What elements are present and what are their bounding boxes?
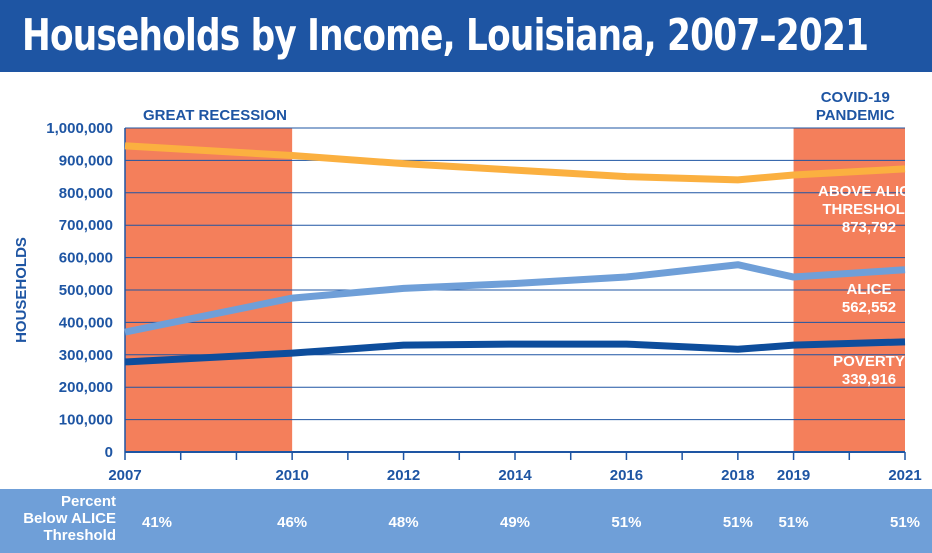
series-line-above — [124, 142, 906, 184]
series-label-above: THRESHOLD — [822, 201, 916, 218]
percent-value: 48% — [388, 514, 419, 531]
percent-value: 51% — [778, 514, 809, 531]
percent-value: 51% — [611, 514, 642, 531]
x-tick-label: 2012 — [387, 467, 420, 484]
series-line-alice — [124, 261, 906, 336]
y-axis-title: HOUSEHOLDS — [13, 237, 30, 343]
percent-value: 49% — [499, 514, 531, 531]
percent-label-line: Threshold — [43, 527, 116, 544]
series-label-above: 873,792 — [842, 219, 896, 236]
title-bar: Households by Income, Louisiana, 2007–20… — [0, 0, 932, 72]
percent-below-bar: Percent Below ALICE Threshold 41% 46% 48% 4… — [0, 489, 932, 553]
percent-value: 41% — [141, 514, 173, 531]
y-tick-label: 0 — [105, 444, 113, 461]
y-tick-label: 800,000 — [59, 185, 113, 202]
x-tick-label: 2019 — [777, 467, 810, 484]
x-tick-label: 2010 — [275, 467, 308, 484]
y-tick-label: 300,000 — [59, 347, 113, 364]
x-tick-label: 2016 — [610, 467, 643, 484]
x-tick-label: 2014 — [498, 467, 532, 484]
series-label-poverty: POVERTY — [833, 353, 905, 370]
percent-value: 46% — [277, 514, 308, 531]
percent-value: 51% — [722, 514, 753, 531]
y-tick-label: 900,000 — [59, 152, 113, 169]
y-tick-label: 200,000 — [59, 379, 113, 396]
shaded-period-label: PANDEMIC — [816, 107, 895, 124]
percent-value: 51% — [889, 514, 921, 531]
y-tick-label: 100,000 — [59, 412, 113, 429]
x-tick-label: 2021 — [888, 467, 921, 484]
y-tick-label: 400,000 — [59, 314, 113, 331]
chart-title: Households by Income, Louisiana, 2007–20… — [22, 10, 869, 61]
series-label-above: ABOVE ALICE — [818, 183, 920, 200]
y-tick-label: 600,000 — [59, 250, 113, 267]
shaded-period-label: COVID-19 — [821, 89, 890, 106]
series-label-poverty: 339,916 — [842, 371, 896, 388]
series-line-poverty — [124, 338, 906, 366]
percent-below-label: Percent Below ALICE Threshold — [0, 493, 116, 544]
y-tick-label: 500,000 — [59, 282, 113, 299]
x-tick-label: 2007 — [108, 467, 141, 484]
percent-label-line: Percent — [60, 493, 116, 510]
x-tick-label: 2018 — [721, 467, 754, 484]
y-tick-label: 700,000 — [59, 217, 113, 234]
series-label-alice: ALICE — [847, 281, 892, 298]
series-label-alice: 562,552 — [842, 299, 896, 316]
shaded-period-label: GREAT RECESSION — [143, 107, 287, 124]
y-tick-label: 1,000,000 — [46, 120, 113, 137]
percent-label-line: Below ALICE — [23, 510, 116, 527]
